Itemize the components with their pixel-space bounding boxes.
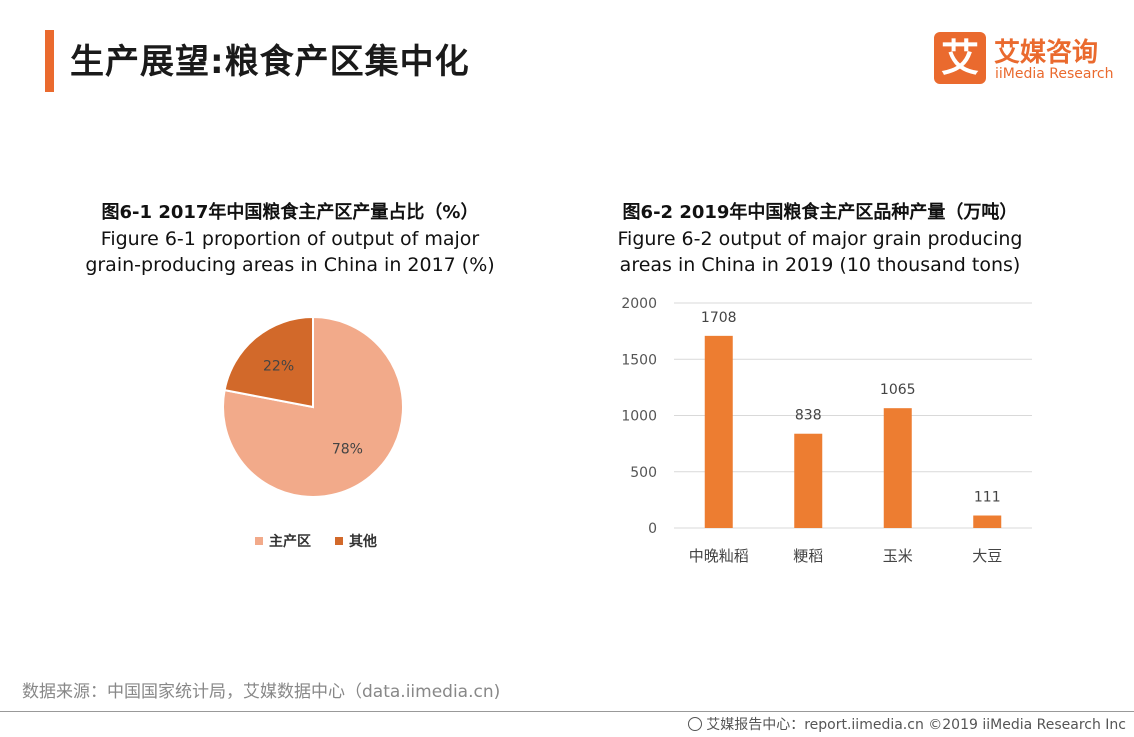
iimedia-logo: 艾 艾媒咨询 iiMedia Research xyxy=(934,32,1114,88)
footer-text: 艾媒报告中心：report.iimedia.cn ©2019 iiMedia R… xyxy=(706,717,1126,733)
data-source-note: 数据来源：中国国家统计局，艾媒数据中心（data.iimedia.cn) xyxy=(22,682,501,702)
pie-chart: 78% 22% 主产区 其他 xyxy=(222,315,404,550)
legend-swatch-0 xyxy=(255,537,263,545)
x-category-label-3: 大豆 xyxy=(972,547,1002,565)
legend-label-0: 主产区 xyxy=(269,533,311,550)
bar-value-label-3: 111 xyxy=(974,490,1001,506)
bar-title-en-line2: areas in China in 2019 (10 thousand tons… xyxy=(619,254,1021,276)
x-category-label-2: 玉米 xyxy=(883,547,913,565)
y-tick-label-1: 500 xyxy=(630,465,657,481)
y-tick-label-4: 2000 xyxy=(621,296,657,312)
y-tick-label-0: 0 xyxy=(648,521,657,537)
title-accent-bar xyxy=(45,30,54,92)
bar-chart: 0 500 1000 1500 2000 1708 中晚籼稻 838 粳稻 1065 玉米 111 大豆 xyxy=(621,296,1032,565)
bar-2 xyxy=(883,408,912,528)
logo-mark: 艾 xyxy=(934,32,986,84)
pie-chart-title: 图6-1 2017年中国粮食主产区产量占比（%） Figure 6-1 prop… xyxy=(40,200,540,278)
pie-title-en-line1: Figure 6-1 proportion of output of major xyxy=(100,228,480,250)
footer-divider xyxy=(0,711,1134,712)
logo-en-text: iiMedia Research xyxy=(995,66,1114,82)
bar-title-en-line1: Figure 6-2 output of major grain produci… xyxy=(617,228,1023,250)
y-tick-label-3: 1500 xyxy=(621,352,657,368)
bar-1 xyxy=(794,433,823,528)
legend-label-1: 其他 xyxy=(349,533,377,550)
bar-value-label-0: 1708 xyxy=(701,310,737,326)
pie-label-1: 22% xyxy=(263,358,294,374)
bar-0 xyxy=(704,335,733,528)
pie-title-cn: 图6-1 2017年中国粮食主产区产量占比（%） xyxy=(101,202,479,223)
bar-value-label-1: 838 xyxy=(795,408,822,424)
page-title: 生产展望:粮食产区集中化 xyxy=(70,42,470,82)
bar-3 xyxy=(973,515,1002,528)
legend-swatch-1 xyxy=(335,537,343,545)
globe-icon xyxy=(688,717,703,731)
logo-cn-text: 艾媒咨询 xyxy=(994,38,1099,68)
pie-title-en-line2: grain-producing areas in China in 2017 (… xyxy=(85,254,495,276)
x-category-label-1: 粳稻 xyxy=(793,547,823,565)
x-category-label-0: 中晚籼稻 xyxy=(689,547,749,565)
bar-title-cn: 图6-2 2019年中国粮食主产区品种产量（万吨） xyxy=(622,202,1018,223)
bar-chart-title: 图6-2 2019年中国粮食主产区品种产量（万吨） Figure 6-2 out… xyxy=(570,200,1070,278)
footer: 艾媒报告中心：report.iimedia.cn ©2019 iiMedia R… xyxy=(688,714,1126,734)
pie-slice-1 xyxy=(223,315,314,409)
bar-value-label-2: 1065 xyxy=(880,382,916,398)
y-tick-label-2: 1000 xyxy=(621,409,657,425)
pie-label-0: 78% xyxy=(332,442,363,458)
